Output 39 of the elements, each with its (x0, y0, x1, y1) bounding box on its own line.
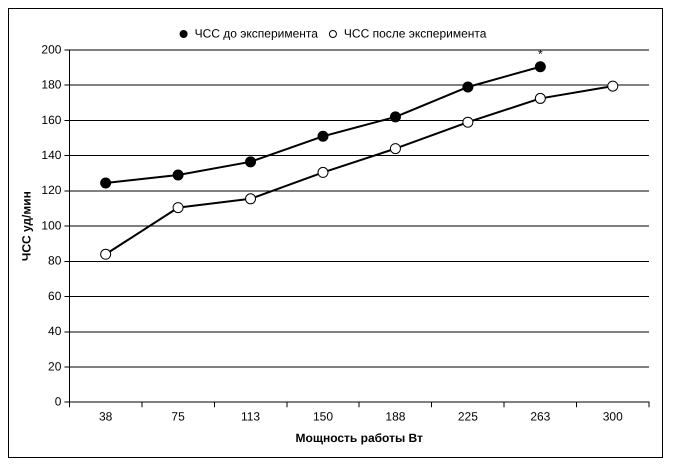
point (462, 81, 474, 92)
point (317, 166, 328, 178)
point (534, 61, 546, 72)
legend-label: ЧСС до эксперимента (194, 26, 318, 40)
point (172, 202, 184, 214)
y-tick-label: 0 (54, 394, 62, 409)
point (245, 193, 256, 204)
y-tick-label: 80 (48, 254, 62, 268)
point (607, 80, 618, 92)
point (390, 111, 401, 122)
x-tick-label: 38 (98, 410, 113, 424)
x-tick-label: 75 (171, 410, 186, 424)
y-tick-label: 20 (48, 359, 62, 374)
y-tick-label: 140 (41, 148, 62, 162)
point (172, 170, 184, 181)
point (317, 130, 328, 142)
point (534, 92, 546, 104)
legend-label: ЧСС после эксперимента (344, 26, 487, 40)
y-axis-title: ЧСС уд/мин (20, 191, 34, 262)
annotation: * (538, 47, 543, 62)
x-tick-label: 150 (312, 410, 334, 424)
x-tick-label: 188 (385, 410, 406, 424)
y-tick-label: 60 (48, 288, 62, 303)
point (100, 248, 112, 260)
point (100, 177, 112, 188)
y-tick-label: 40 (48, 324, 62, 338)
y-tick-label: 100 (41, 218, 62, 232)
y-tick-label: 120 (41, 183, 62, 198)
x-tick-label: 113 (240, 410, 260, 424)
y-tick-label: 160 (41, 112, 62, 127)
point (245, 156, 256, 168)
x-axis-title: Мощность работы Вт (295, 431, 424, 446)
point (390, 143, 401, 154)
x-tick-label: 263 (530, 410, 551, 424)
x-tick-label: 225 (458, 410, 478, 424)
y-tick-label: 200 (41, 42, 62, 56)
point (462, 116, 474, 128)
x-tick-label: 300 (602, 410, 624, 424)
y-tick-label: 180 (41, 78, 62, 92)
